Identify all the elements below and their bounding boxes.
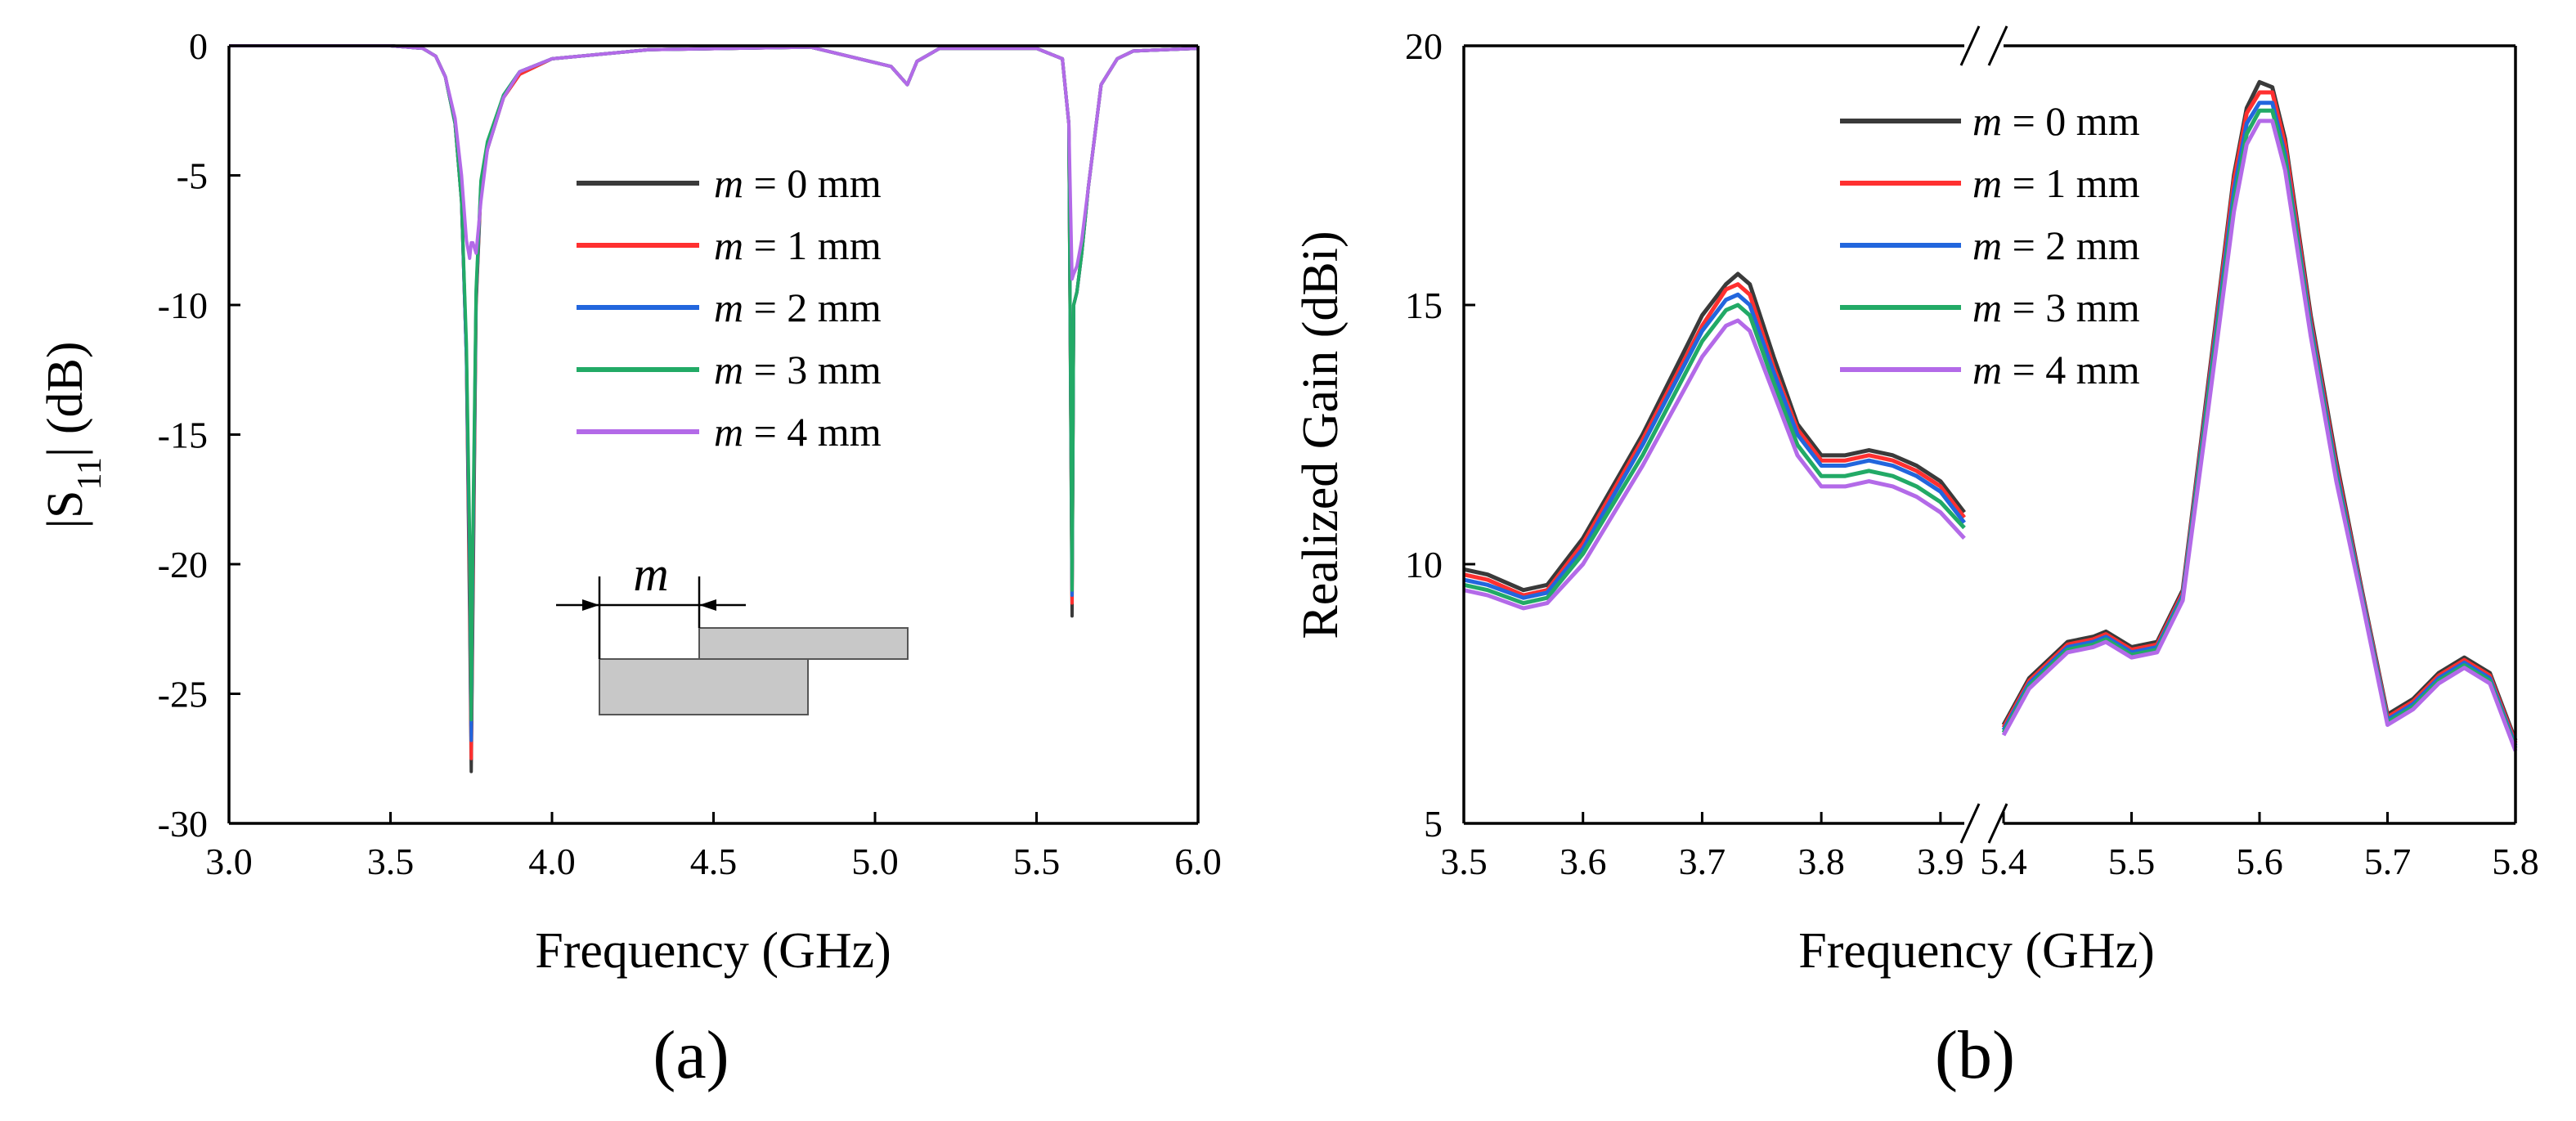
panel-b-series-m2-low-band-line	[1463, 292, 1966, 600]
panel-b-legend-label-m1: m = 1 mm	[1972, 160, 2140, 206]
panel-b-y-tick-label: 5	[1424, 803, 1443, 845]
panel-a-x-tick-label: 5.0	[851, 841, 899, 882]
offset-schematic-inset: m	[556, 547, 909, 715]
panel-b-x-tick-label: 3.8	[1797, 841, 1845, 882]
panel-a-x-axis-title: Frequency (GHz)	[535, 923, 891, 979]
panel-a-legend-label-m1: m = 1 mm	[714, 222, 882, 268]
panel-b-series-m1-low-band-line	[1463, 282, 1966, 598]
panel-b-series-m0-low-band-line	[1463, 271, 1966, 593]
panel-a-ticks: 3.0 3.5 4.0 4.5 5.0 5.5 6.0 0 -5 -10 -15 -20 -25 -30	[158, 25, 1222, 882]
panel-a-x-tick-label: 3.0	[205, 841, 253, 882]
panel-b-x-tick-label: 5.8	[2492, 841, 2539, 882]
panel-b-y-tick-label: 10	[1405, 544, 1443, 585]
inset-arrowhead-left	[582, 599, 599, 611]
panel-a-y-tick-label: -25	[158, 674, 208, 715]
panel-b-x-tick-label: 5.4	[1980, 841, 2027, 882]
panel-a-x-tick-label: 6.0	[1174, 841, 1222, 882]
panel-a-y-tick-label: -5	[177, 155, 208, 197]
panel-b-x-tick-label: 3.9	[1917, 841, 1964, 882]
panel-a-y-axis-title: |S11| (dB)	[38, 342, 109, 529]
panel-b-label: (b)	[1935, 1017, 2015, 1093]
panel-a-x-tick-label: 4.0	[528, 841, 576, 882]
panel-b-x-tick-label: 5.7	[2364, 841, 2412, 882]
panel-a-legend-label-m2: m = 2 mm	[714, 285, 882, 330]
panel-b-series-m4-low-band-line	[1463, 318, 1966, 611]
panel-a-legend-label-m0: m = 0 mm	[714, 160, 882, 206]
panel-b-legend-label-m0: m = 0 mm	[1972, 98, 2140, 144]
panel-b-axes	[1462, 25, 2517, 844]
panel-a-y-title-main: |S	[38, 491, 93, 529]
panel-b-series-m3-high-band-line	[2001, 108, 2518, 749]
inset-m-label: m	[633, 547, 668, 601]
panel-a-label: (a)	[653, 1017, 729, 1093]
panel-a-y-tick-label: -20	[158, 544, 208, 585]
panel-b-y-tick-label: 15	[1405, 285, 1443, 326]
inset-upper-strip	[698, 627, 909, 660]
panel-b-legend-label-m4: m = 4 mm	[1972, 347, 2140, 392]
panel-b-x-axis-title: Frequency (GHz)	[1798, 923, 2155, 979]
panel-a-y-tick-label: -30	[158, 803, 208, 845]
panel-b-y-tick-label: 20	[1405, 25, 1443, 67]
panel-b-x-tick-label: 5.6	[2236, 841, 2283, 882]
panel-a-y-tick-label: -10	[158, 285, 208, 326]
panel-a-series-m4-line	[229, 44, 1199, 281]
panel-a-x-tick-label: 5.5	[1013, 841, 1061, 882]
panel-a-x-tick-label: 3.5	[367, 841, 415, 882]
panel-b-legend-label-m3: m = 3 mm	[1972, 285, 2140, 330]
panel-a-y-tick-label: 0	[189, 25, 208, 67]
panel-b-legend: m = 0 mm m = 1 mm m = 2 mm m = 3 mm m = 4 mm	[1840, 98, 2140, 392]
panel-b-series-group	[1463, 79, 2518, 752]
panel-b-y-axis-title: Realized Gain (dBi)	[1293, 231, 1349, 639]
panel-a-x-tick-label: 4.5	[690, 841, 738, 882]
panel-a-y-title-subscript: 11	[71, 457, 109, 490]
panel-b-x-tick-label: 5.5	[2108, 841, 2156, 882]
panel-b-gain-plot: 3.5 3.6 3.7 3.8 3.9 5.4 5.5 5.6 5.7 5.8 5 10 15 20 Fr…	[1293, 25, 2539, 1093]
panel-b-series-m4-high-band-line	[2001, 119, 2518, 752]
panel-b-legend-label-m2: m = 2 mm	[1972, 222, 2140, 268]
panel-b-ticks: 3.5 3.6 3.7 3.8 3.9 5.4 5.5 5.6 5.7 5.8 5 10 15 20	[1405, 25, 2539, 882]
panel-a-y-title-tail: | (dB)	[38, 342, 93, 458]
panel-b-series-m3-low-band-line	[1463, 303, 1966, 606]
panel-b-x-tick-label: 3.7	[1679, 841, 1726, 882]
panel-b-x-tick-label: 3.6	[1560, 841, 1607, 882]
panel-a-y-tick-label: -15	[158, 415, 208, 456]
panel-a-series-group	[229, 44, 1199, 773]
axis-break-mark-bottom	[1959, 803, 2008, 844]
panel-b-x-tick-label: 3.5	[1440, 841, 1488, 882]
inset-lower-strip	[599, 658, 809, 715]
panel-a-legend-label-m3: m = 3 mm	[714, 347, 882, 392]
panel-a-legend-label-m4: m = 4 mm	[714, 409, 882, 455]
panel-a-legend: m = 0 mm m = 1 mm m = 2 mm m = 3 mm m = 4 mm	[577, 160, 882, 455]
axis-break-mark-top	[1959, 25, 2008, 66]
panel-a-s11-plot: 3.0 3.5 4.0 4.5 5.0 5.5 6.00-5-10-15-20-25-30 …	[38, 25, 1222, 1093]
inset-arrowhead-right	[699, 599, 716, 611]
